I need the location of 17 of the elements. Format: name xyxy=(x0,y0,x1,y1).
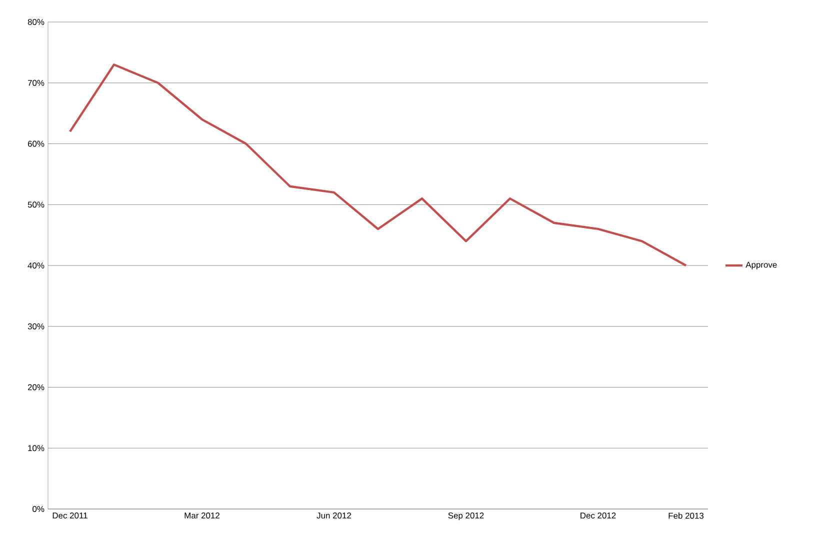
x-tick-label: Jun 2012 xyxy=(316,512,351,519)
y-tick-label: 0% xyxy=(32,506,44,512)
x-tick-label: Mar 2012 xyxy=(184,512,220,519)
x-tick-label: Sep 2012 xyxy=(448,512,484,520)
legend-label: Approve xyxy=(746,262,777,270)
y-tick-label: 30% xyxy=(28,323,44,330)
y-tick-label: 10% xyxy=(28,445,44,452)
x-tick-label: Feb 2013 xyxy=(668,512,704,519)
y-tick-label: 70% xyxy=(28,80,44,86)
y-tick-label: 20% xyxy=(28,384,44,390)
x-tick-label: Dec 2012 xyxy=(580,512,616,519)
y-tick-label: 60% xyxy=(28,140,44,147)
x-tick-label: Dec 2011 xyxy=(52,512,88,519)
y-tick-label: 80% xyxy=(28,19,44,25)
line-series xyxy=(68,64,688,267)
y-tick-label: 50% xyxy=(28,202,44,208)
y-tick-label: 40% xyxy=(28,262,44,268)
